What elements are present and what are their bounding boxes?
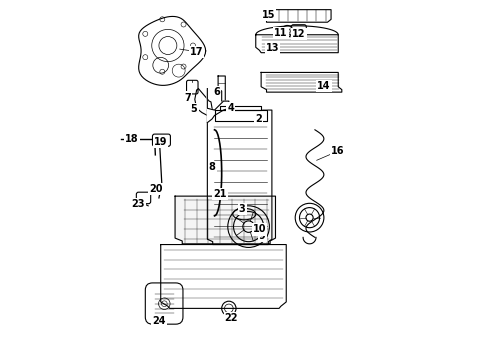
Polygon shape [256, 26, 338, 35]
Text: 9: 9 [259, 231, 266, 240]
Polygon shape [218, 76, 225, 102]
Text: 17: 17 [190, 46, 203, 57]
Text: 15: 15 [262, 10, 275, 20]
Polygon shape [161, 244, 286, 309]
Text: 16: 16 [331, 146, 344, 156]
Polygon shape [256, 35, 338, 53]
Polygon shape [207, 89, 229, 123]
Text: 4: 4 [227, 103, 234, 113]
Polygon shape [267, 10, 331, 22]
Polygon shape [215, 110, 267, 121]
Polygon shape [261, 72, 342, 92]
Text: 5: 5 [191, 104, 197, 114]
Text: 8: 8 [209, 162, 216, 172]
Text: 21: 21 [213, 189, 227, 199]
Text: 23: 23 [132, 199, 145, 210]
Text: 18: 18 [125, 134, 139, 144]
Text: 24: 24 [152, 316, 166, 325]
Text: 22: 22 [224, 313, 238, 323]
Polygon shape [195, 89, 213, 116]
Text: 2: 2 [255, 114, 262, 124]
Polygon shape [175, 196, 275, 244]
Text: 11: 11 [274, 28, 288, 38]
Text: 20: 20 [149, 184, 163, 194]
Polygon shape [207, 110, 272, 244]
Text: 12: 12 [292, 30, 306, 39]
Polygon shape [139, 17, 206, 85]
Text: 13: 13 [266, 43, 279, 53]
Text: 10: 10 [252, 225, 266, 234]
Text: 3: 3 [239, 204, 245, 215]
Text: 6: 6 [213, 87, 220, 97]
Polygon shape [220, 107, 261, 110]
Text: 19: 19 [154, 137, 167, 147]
Text: 14: 14 [317, 81, 331, 91]
Text: 7: 7 [184, 93, 191, 103]
Text: 1: 1 [256, 225, 263, 234]
